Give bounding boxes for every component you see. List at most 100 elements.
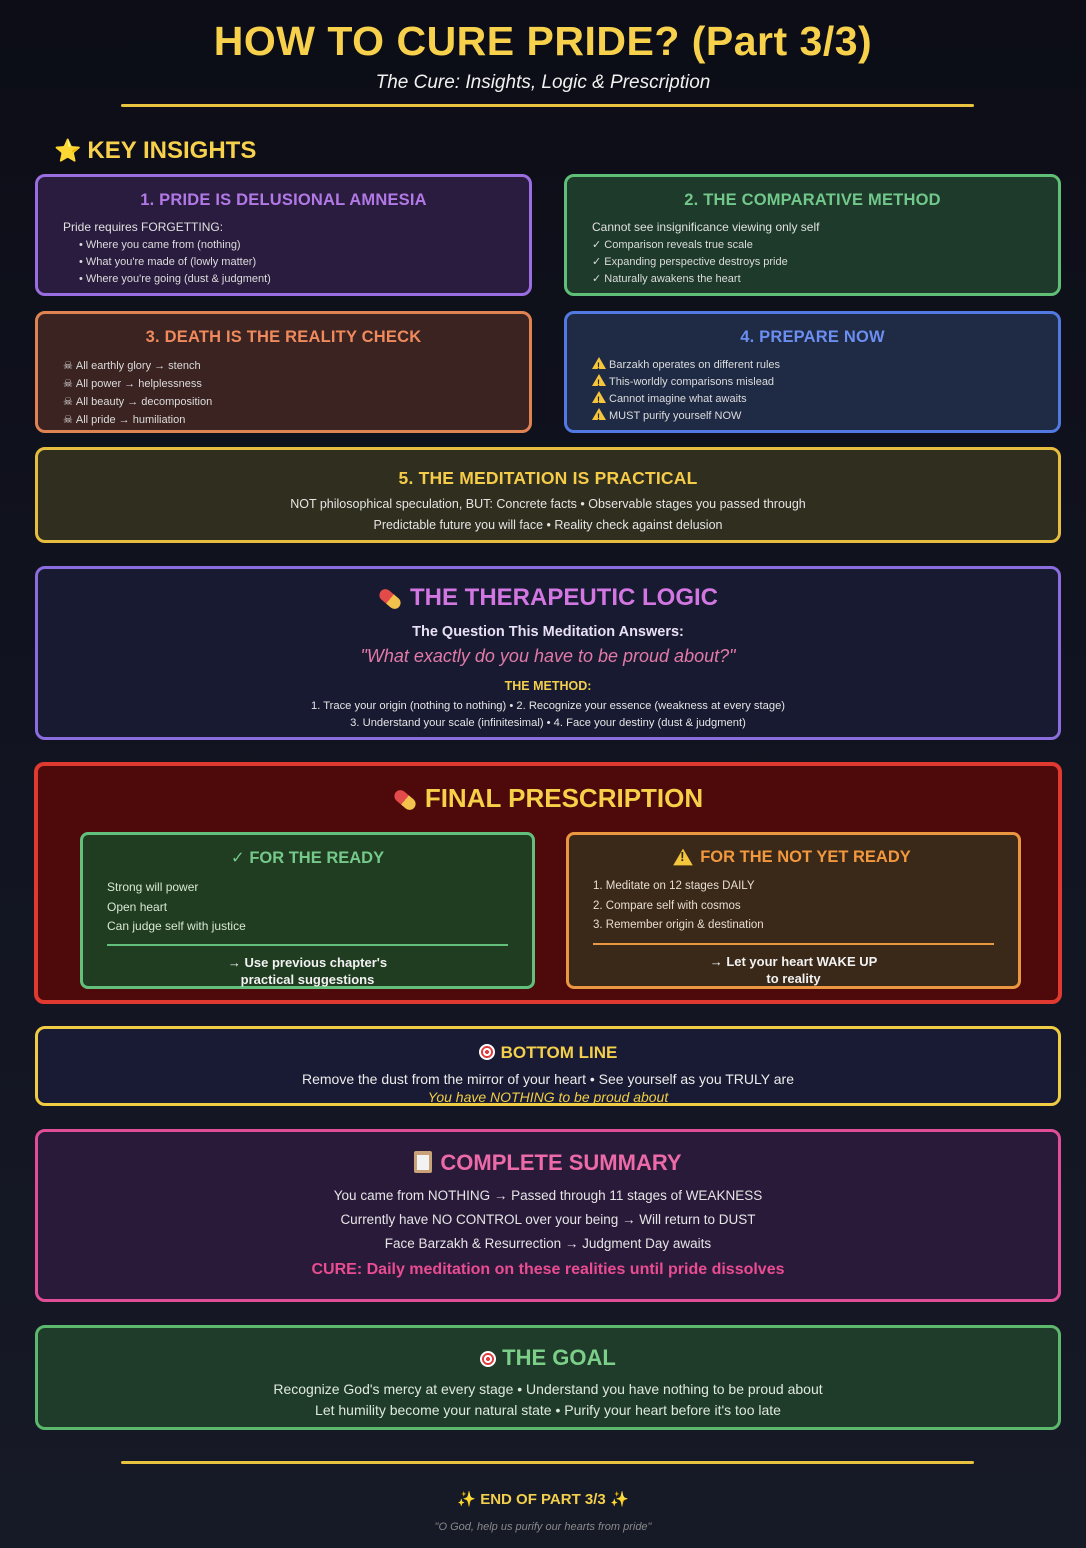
list-item-text: Naturally awakens the heart (604, 273, 741, 285)
key-insights-heading: ⭐ KEY INSIGHTS (54, 137, 256, 165)
action-line: → Let your heart WAKE UP (709, 953, 878, 969)
target-icon (480, 1351, 497, 1367)
warning-icon (592, 408, 606, 426)
for-the-not-yet-ready-title: FOR THE NOT YET READY (569, 848, 1018, 867)
insight-card-title: 3. DEATH IS THE REALITY CHECK (145, 328, 422, 346)
list-item: This-worldly comparisons mislead (592, 374, 1058, 392)
list-item: ✓ Expanding perspective destroys pride (592, 254, 1058, 271)
insight-card-line: Predictable future you will face • Reali… (373, 518, 723, 532)
question-label: The Question This Meditation Answers: (412, 624, 684, 640)
list-item: 2. Compare self with cosmos (593, 899, 741, 912)
list-item-text: Expanding perspective destroys pride (604, 256, 788, 268)
therapeutic-logic-label: THE THERAPEUTIC LOGIC (409, 584, 718, 611)
bottom-line-text: Remove the dust from the mirror of your … (301, 1071, 794, 1087)
insight-card-3: 3. DEATH IS THE REALITY CHECK ☠ All earth… (35, 311, 532, 433)
list-item-text: Cannot imagine what awaits (609, 393, 747, 405)
warning-icon (592, 357, 606, 375)
method-line: 3. Understand your scale (infinitesimal)… (350, 717, 746, 729)
final-prescription-label: FINAL PRESCRIPTION (424, 783, 704, 813)
list-item: ✓ Naturally awakens the heart (592, 271, 1058, 288)
list-item-text: This-worldly comparisons mislead (609, 376, 775, 388)
for-the-not-yet-ready-label: FOR THE NOT YET READY (700, 848, 911, 866)
list-item-text: All power → helplessness (75, 378, 202, 390)
for-the-ready-title: ✓ FOR THE READY (230, 849, 385, 867)
page-title: HOW TO CURE PRIDE? (Part 3/3) (213, 18, 873, 64)
action-line: practical suggestions (240, 971, 375, 987)
insight-card-title: 4. PREPARE NOW (740, 328, 885, 346)
insight-card-title: 2. THE COMPARATIVE METHOD (684, 191, 941, 209)
method-line: 1. Trace your origin (nothing to nothing… (310, 700, 786, 712)
the-goal-title: THE GOAL (38, 1345, 1058, 1371)
list-item: Strong will power (107, 880, 199, 894)
header-divider (121, 104, 974, 107)
final-prescription-title: FINAL PRESCRIPTION (38, 783, 1058, 814)
summary-line: You came from NOTHING → Passed through 1… (333, 1188, 763, 1203)
summary-lines: You came from NOTHING → Passed through 1… (38, 1184, 1058, 1256)
warning-icon (592, 391, 606, 409)
insight-card-intro: Cannot see insignificance viewing only s… (592, 220, 820, 234)
list-item: • What you're made of (lowly matter) (79, 254, 529, 271)
skull-icon: ☠ (63, 395, 73, 408)
insight-card-list: • Where you came from (nothing) • What y… (79, 237, 529, 288)
goal-lines: Recognize God's mercy at every stage • U… (38, 1379, 1058, 1421)
list-item: 1. Meditate on 12 stages DAILY (593, 880, 755, 892)
for-the-ready-list: Strong will power Open heart Can judge s… (107, 878, 532, 937)
the-goal-label: THE GOAL (502, 1345, 616, 1370)
list-item-text: What you're made of (lowly matter) (85, 256, 257, 268)
insight-card-4: 4. PREPARE NOW Barzakh operates on diffe… (564, 311, 1061, 433)
sparkles-icon: ✨ (609, 1490, 629, 1508)
list-item-text: Comparison reveals true scale (604, 239, 753, 251)
sparkles-icon: ✨ (457, 1490, 477, 1508)
goal-line: Let humility become your natural state •… (315, 1402, 781, 1418)
list-item-text: Where you came from (nothing) (85, 239, 241, 251)
divider (107, 943, 508, 946)
skull-icon: ☠ (63, 413, 73, 426)
insight-card-list: ✓ Comparison reveals true scale ✓ Expand… (592, 237, 1058, 288)
list-item: ✓ Comparison reveals true scale (592, 237, 1058, 254)
list-item: ☠ All pride → humiliation (63, 411, 529, 429)
for-the-not-yet-ready-card: FOR THE NOT YET READY 1. Meditate on 12 … (566, 832, 1021, 989)
divider (593, 942, 994, 945)
bottom-line-label: BOTTOM LINE (500, 1043, 618, 1062)
list-item: Open heart (107, 899, 168, 914)
bottom-line-emphasis: You have NOTHING to be proud about (427, 1089, 669, 1105)
footer-end-label: END OF PART 3/3 (480, 1491, 606, 1508)
insight-card-title: 1. PRIDE IS DELUSIONAL AMNESIA (140, 191, 427, 209)
therapeutic-logic-title: THE THERAPEUTIC LOGIC (38, 584, 1058, 612)
list-item-text: Where you're going (dust & judgment) (85, 273, 271, 285)
bottom-line-section: BOTTOM LINE Remove the dust from the mir… (35, 1026, 1061, 1106)
summary-line: Currently have NO CONTROL over your bein… (340, 1212, 756, 1227)
insight-card-line: NOT philosophical speculation, BUT: Conc… (290, 497, 806, 511)
insight-card-list: ☠ All earthly glory → stench ☠ All power →… (63, 357, 529, 429)
list-item: ☠ All power → helplessness (63, 375, 529, 393)
list-item-text: All earthly glory → stench (75, 360, 201, 372)
star-icon: ⭐ (54, 139, 82, 164)
list-item-text: Barzakh operates on different rules (609, 359, 781, 371)
therapeutic-logic-section: THE THERAPEUTIC LOGIC The Question This … (35, 566, 1061, 740)
summary-cure: CURE: Daily meditation on these realitie… (311, 1261, 785, 1278)
insight-card-list: Barzakh operates on different rules This… (592, 357, 1058, 426)
list-item: ☠ All beauty → decomposition (63, 393, 529, 411)
warning-icon (592, 374, 606, 392)
insight-card-2: 2. THE COMPARATIVE METHOD Cannot see ins… (564, 174, 1061, 296)
list-item-text: All beauty → decomposition (75, 396, 213, 408)
footer-divider (121, 1461, 974, 1464)
summary-line: Face Barzakh & Resurrection → Judgment D… (384, 1236, 712, 1251)
list-item: MUST purify yourself NOW (592, 408, 1058, 426)
key-insights-label: KEY INSIGHTS (87, 137, 257, 164)
check-icon: ✓ (592, 273, 602, 285)
list-item: ☠ All earthly glory → stench (63, 357, 529, 375)
list-item: Can judge self with justice (107, 919, 246, 933)
warning-icon (673, 848, 694, 866)
list-item: • Where you're going (dust & judgment) (79, 271, 529, 288)
skull-icon: ☠ (63, 377, 73, 390)
bottom-line-title: BOTTOM LINE (38, 1043, 1058, 1063)
pill-icon (376, 586, 404, 611)
insight-card-title: 5. THE MEDITATION IS PRACTICAL (398, 468, 698, 488)
bullet: • (79, 273, 83, 285)
bullet: • (79, 239, 83, 251)
complete-summary-label: COMPLETE SUMMARY (440, 1150, 682, 1175)
target-icon (478, 1044, 495, 1060)
for-the-ready-action: → Use previous chapter's practical sugge… (83, 954, 532, 988)
list-item: • Where you came from (nothing) (79, 237, 529, 254)
